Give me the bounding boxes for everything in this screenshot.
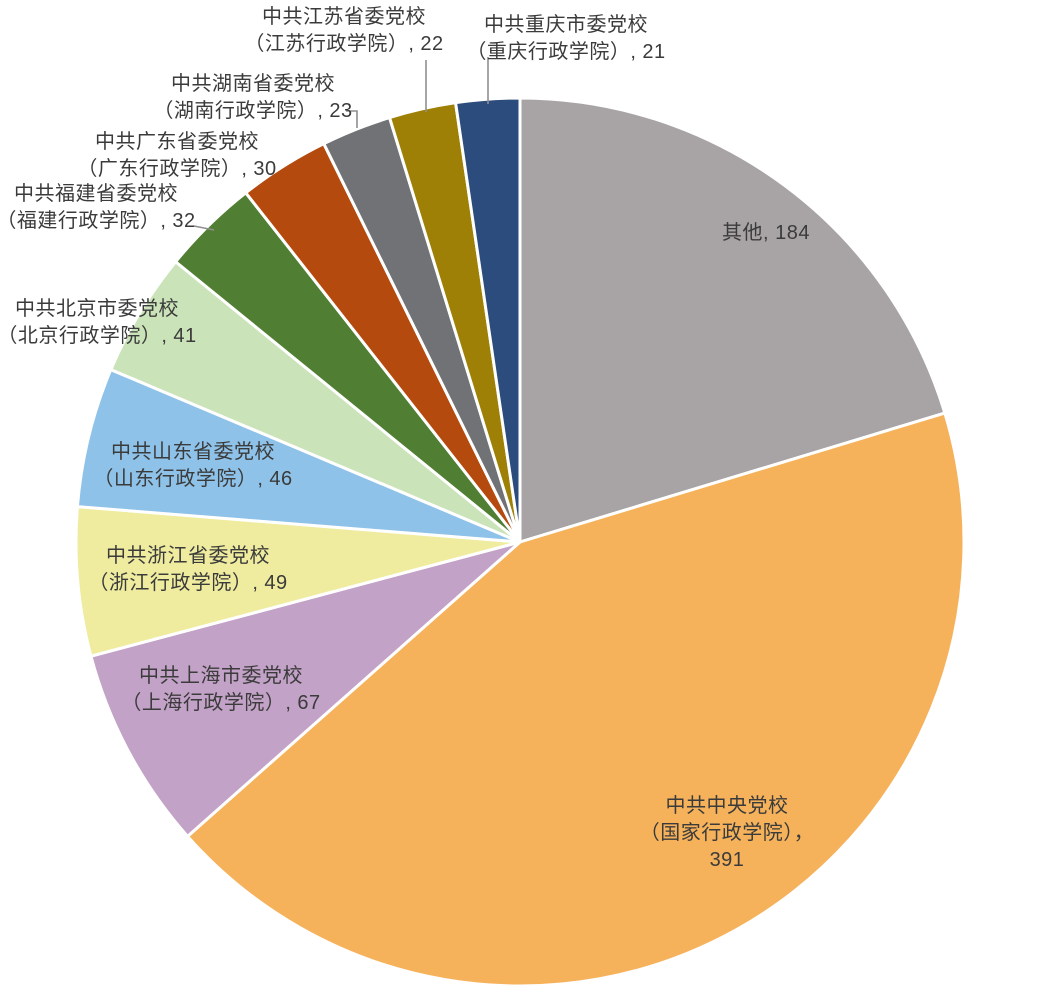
pie-slice-shanghai [89, 540, 522, 838]
leader-lines-group [193, 57, 489, 231]
pie-slice-central [186, 411, 966, 988]
leader-line-hunan [346, 110, 358, 128]
pie-slice-shandong [75, 368, 522, 544]
pie-slice-other [518, 96, 947, 544]
pie-slice-zhejiang [74, 505, 522, 658]
leader-line-fujian [193, 225, 215, 231]
pie-slices-group [74, 96, 966, 988]
